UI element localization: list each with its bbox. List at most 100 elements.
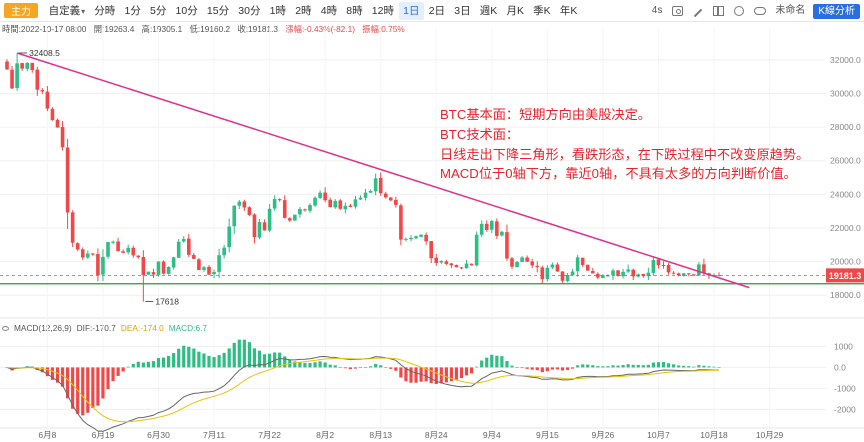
timeframe-14[interactable]: 3日 [454, 4, 471, 17]
candle [187, 238, 191, 255]
candle [545, 267, 550, 280]
macd-bar [475, 366, 479, 368]
timeframe-8[interactable]: 2時 [295, 4, 312, 17]
candle [424, 234, 428, 242]
candle [661, 265, 666, 267]
timeframe-7[interactable]: 1時 [269, 4, 287, 17]
badge[interactable]: 主力 [4, 3, 38, 18]
kline-analysis-button[interactable]: K線分析 [813, 3, 860, 19]
candle [96, 254, 100, 276]
candle [651, 259, 656, 273]
macd-bar [278, 352, 282, 368]
timeframe-5[interactable]: 15分 [206, 4, 230, 17]
cloud-icon[interactable] [754, 7, 767, 15]
eye-icon[interactable] [2, 325, 9, 331]
timeframe-10[interactable]: 8時 [346, 4, 363, 17]
candle [454, 265, 459, 268]
settings-icon[interactable] [734, 6, 745, 16]
macd-bar [343, 367, 347, 369]
candle [116, 241, 120, 252]
candle [80, 249, 85, 258]
macd-bar [399, 367, 403, 378]
ohlc-change: 漲幅:-0.43%(-82.1) [285, 24, 355, 34]
ohlc-close: 收:19181.3 [237, 24, 279, 34]
timeframe-2[interactable]: 1分 [124, 4, 141, 17]
timeframe-4[interactable]: 10分 [175, 4, 198, 17]
candle [318, 192, 322, 198]
macd-bar [702, 365, 706, 368]
timeframe-16[interactable]: 月K [506, 4, 524, 17]
timeframe-11[interactable]: 12時 [371, 4, 394, 17]
macd-bar [81, 367, 85, 416]
candle [20, 63, 24, 69]
camera-icon[interactable] [672, 6, 684, 16]
candle [247, 207, 252, 216]
candle [222, 247, 226, 256]
candle [252, 214, 257, 238]
macd-bar [586, 364, 590, 368]
candle [111, 241, 115, 243]
candle [257, 221, 262, 238]
timeframe-13[interactable]: 2日 [428, 4, 446, 17]
candle [444, 261, 449, 264]
macd-bar [192, 348, 196, 368]
timeframe-17[interactable]: 季K [533, 4, 551, 17]
macd-bar [470, 367, 474, 374]
candle [550, 264, 555, 268]
macd-bar [50, 367, 55, 380]
macd-bar [520, 367, 524, 369]
ohlc-open: 開:19263.4 [93, 24, 135, 34]
macd-bar [414, 367, 418, 383]
macd-bar [222, 352, 226, 368]
candle [666, 265, 671, 273]
timeframe-0[interactable]: 自定義 [44, 2, 90, 20]
macd-bar [404, 367, 408, 382]
last-price-badge [826, 268, 864, 283]
interval-label[interactable]: 4s [651, 5, 663, 16]
x-tick-label: 8月2 [316, 430, 334, 440]
macd-bar [480, 360, 484, 368]
candle [181, 239, 186, 242]
macd-bar [651, 362, 655, 368]
macd-bar [449, 367, 453, 382]
macd-bar [565, 367, 570, 370]
macd-bar [338, 367, 342, 368]
macd-bar [177, 348, 181, 368]
candle [358, 197, 363, 200]
timeframe-6[interactable]: 30分 [238, 4, 261, 17]
macd-bar [308, 363, 312, 368]
candle [702, 264, 706, 274]
candle [232, 205, 237, 227]
high-label: 32408.5 [29, 48, 60, 58]
x-tick-label: 9月4 [483, 430, 501, 440]
macd-bar [500, 356, 504, 368]
macd-y-tick-label: -1000 [834, 383, 856, 393]
macd-bar [96, 367, 100, 406]
timeframe-3[interactable]: 5分 [150, 4, 167, 17]
macd-bar [666, 363, 671, 368]
candle [717, 275, 721, 277]
timeframe-9[interactable]: 4時 [320, 4, 338, 17]
macd-value: MACD:6.7 [168, 323, 208, 333]
macd-bar [86, 367, 90, 413]
macd-bar [616, 365, 620, 368]
layout-icon[interactable] [713, 6, 725, 16]
candle [520, 257, 524, 262]
macd-bar [555, 367, 560, 370]
timeframe-15[interactable]: 週K [479, 4, 498, 17]
macd-bar [384, 367, 388, 368]
timeframe-1[interactable]: 分時 [94, 4, 116, 17]
candle [530, 261, 534, 266]
unnamed-layout-button[interactable]: 未命名 [775, 5, 806, 16]
candle [338, 200, 343, 209]
timeframe-12[interactable]: 1日 [398, 1, 425, 20]
macd-bar [490, 354, 494, 368]
macd-bar [626, 364, 630, 368]
macd-bar [434, 367, 438, 385]
macd-bar [202, 353, 206, 368]
candle [35, 69, 40, 90]
timeframe-18[interactable]: 年K [559, 4, 578, 17]
candle [10, 69, 14, 89]
candle [606, 275, 610, 277]
